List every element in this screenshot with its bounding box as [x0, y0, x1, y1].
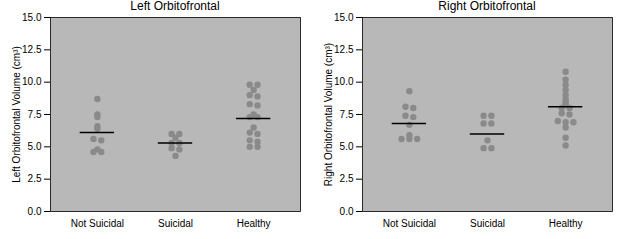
svg-text:0.0: 0.0: [340, 206, 354, 217]
svg-text:2.5: 2.5: [28, 173, 42, 184]
svg-text:5.0: 5.0: [340, 141, 354, 152]
svg-text:0.0: 0.0: [28, 206, 42, 217]
svg-text:Right Orbitofrontal Volume (cm: Right Orbitofrontal Volume (cm³): [323, 43, 334, 186]
html-text:Right Orbitofrontal: Right Orbitofrontal: [438, 0, 536, 13]
svg-text:12.5: 12.5: [22, 44, 42, 55]
svg-text:Healthy: Healthy: [549, 218, 583, 229]
svg-text:Suicidal: Suicidal: [470, 218, 505, 229]
html-text:Left Orbitofrontal: Left Orbitofrontal: [130, 0, 220, 13]
svg-text:Not Suicidal: Not Suicidal: [383, 218, 436, 229]
svg-text:Left Orbitofrontal Volume (cm³: Left Orbitofrontal Volume (cm³): [11, 46, 22, 183]
svg-text:10.0: 10.0: [22, 76, 42, 87]
svg-text:Not Suicidal: Not Suicidal: [71, 218, 124, 229]
svg-text:Suicidal: Suicidal: [158, 218, 193, 229]
svg-text:15.0: 15.0: [22, 13, 42, 23]
svg-text:2.5: 2.5: [340, 173, 354, 184]
svg-text:15.0: 15.0: [334, 13, 354, 23]
svg-text:7.5: 7.5: [28, 109, 42, 120]
svg-text:Healthy: Healthy: [237, 218, 271, 229]
svg-text:7.5: 7.5: [340, 109, 354, 120]
svg-text:10.0: 10.0: [334, 76, 354, 87]
svg-text:12.5: 12.5: [334, 44, 354, 55]
svg-text:5.0: 5.0: [28, 141, 42, 152]
